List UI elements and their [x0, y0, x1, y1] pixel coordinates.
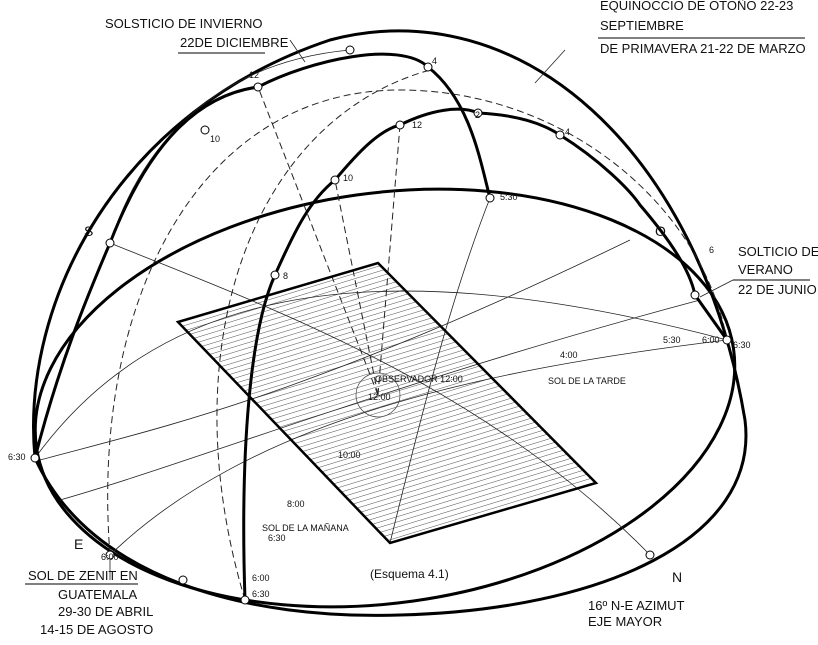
point: [241, 596, 249, 604]
point: [271, 271, 279, 279]
hour-label: 6:30: [268, 533, 286, 543]
callout: SOLTICIO DE: [738, 244, 818, 259]
callout: SEPTIEMBRE: [600, 18, 684, 33]
cardinal: S: [84, 223, 93, 239]
hour-label: SOL DE LA MAÑANA: [262, 523, 349, 533]
callout: 14-15 DE AGOSTO: [40, 622, 153, 637]
hour-label: 6:00: [252, 573, 270, 583]
hour-label: 5:30: [500, 192, 518, 202]
caption: (Esquema 4.1): [370, 567, 449, 581]
winter-solstice-path: [110, 54, 490, 243]
hour-label: 12:00: [368, 392, 391, 402]
callout: DE PRIMAVERA 21-22 DE MARZO: [600, 41, 806, 56]
hour-label: 12: [412, 120, 422, 130]
point: [646, 551, 654, 559]
hour-label: 10: [343, 173, 353, 183]
callout: EJE MAYOR: [588, 614, 662, 629]
point: [346, 46, 354, 54]
point: [424, 63, 432, 71]
callout: VERANO: [738, 262, 793, 277]
hour-label: 4: [565, 127, 570, 137]
callout: 16º N-E AZIMUT: [588, 598, 685, 613]
hour-label: 8:00: [287, 499, 305, 509]
cardinal: N: [672, 569, 682, 585]
callout: 29-30 DE ABRIL: [58, 604, 153, 619]
hour-label: 5:30: [663, 335, 681, 345]
callout: SOL DE ZENIT EN: [28, 568, 138, 583]
hour-label: 2: [475, 110, 480, 120]
cardinal: O: [655, 223, 666, 239]
arc: [110, 50, 350, 243]
hour-label: SOL DE LA TARDE: [548, 376, 626, 386]
leader: [700, 280, 733, 297]
hour-label: 10: [210, 134, 220, 144]
hour-label: 6:30: [252, 589, 270, 599]
sun-path-diagram: SOLSTICIO DE INVIERNO 22DE DICIEMBRE EQU…: [0, 0, 818, 645]
cardinal: E: [74, 536, 83, 552]
hour-label: 4: [432, 56, 437, 66]
hour-label: 6:30: [733, 340, 751, 350]
hour-label: 10:00: [338, 450, 361, 460]
hour-label: 6:00: [702, 335, 720, 345]
callout: EQUINOCCIO DE OTOÑO 22-23: [600, 0, 793, 13]
point: [31, 454, 39, 462]
point: [179, 576, 187, 584]
hour-label: 8: [283, 271, 288, 281]
point: [201, 126, 209, 134]
point: [106, 239, 114, 247]
callout: 22DE DICIEMBRE: [180, 35, 289, 50]
hour-label: 6: [709, 245, 714, 255]
hour-label: 4:00: [560, 350, 578, 360]
hour-label: 6:00: [101, 552, 119, 562]
hour-label: OBSERVADOR 12:00: [375, 374, 463, 384]
callout: GUATEMALA: [58, 587, 138, 602]
point: [254, 83, 262, 91]
point: [691, 291, 699, 299]
hour-label: 12: [249, 70, 259, 80]
callout: 22 DE JUNIO: [738, 282, 817, 297]
point: [486, 194, 494, 202]
hour-label: 6:30: [8, 452, 26, 462]
winter-solstice-path: [35, 243, 110, 458]
point: [556, 131, 564, 139]
point: [396, 121, 404, 129]
point: [723, 336, 731, 344]
callout: SOLSTICIO DE INVIERNO: [105, 16, 262, 31]
point: [331, 176, 339, 184]
